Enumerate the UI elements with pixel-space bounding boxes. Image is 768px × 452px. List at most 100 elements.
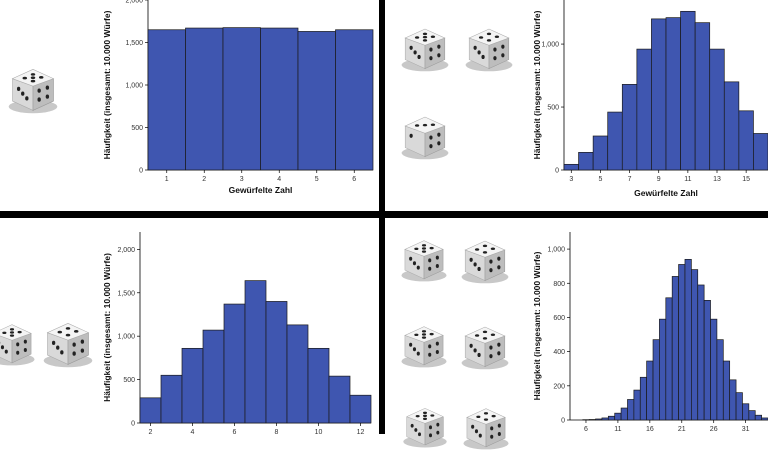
bar [182, 348, 203, 423]
bar [651, 19, 666, 170]
bar [724, 82, 739, 170]
y-tick-label: 500 [547, 105, 559, 112]
horizontal-divider [0, 211, 768, 218]
y-tick-label: 800 [553, 281, 565, 288]
bar [298, 31, 336, 170]
bar [203, 330, 224, 423]
x-tick-label: 1 [165, 176, 169, 183]
bar [224, 304, 245, 423]
bar [739, 111, 754, 170]
die-five-icon [398, 20, 452, 74]
x-tick-label: 6 [584, 426, 588, 433]
y-tick-label: 1,000 [541, 42, 559, 49]
x-tick-label: 21 [678, 426, 686, 433]
bar [589, 419, 595, 420]
bar [691, 270, 697, 420]
bar [679, 264, 685, 420]
x-tick-label: 2 [149, 429, 153, 434]
bar [659, 319, 665, 420]
x-tick-label: 3 [569, 176, 573, 183]
bar [161, 375, 182, 423]
x-tick-label: 2 [202, 176, 206, 183]
bar [266, 301, 287, 423]
bar [698, 285, 704, 420]
bar [755, 415, 761, 420]
x-tick-label: 26 [710, 426, 718, 433]
die-five-icon [0, 316, 38, 368]
x-tick-label: 31 [742, 426, 750, 433]
y-axis-label: Häufigkeit (insgesamt: 10.000 Würfe) [102, 253, 112, 402]
bar [615, 413, 621, 420]
bar [579, 152, 594, 170]
bar [736, 393, 742, 420]
bar [717, 340, 723, 420]
y-tick-label: 600 [553, 315, 565, 322]
x-axis-label: Gewürfelte Zahl [229, 185, 293, 195]
bar [695, 23, 710, 170]
x-tick-label: 10 [315, 429, 323, 434]
x-tick-label: 4 [191, 429, 195, 434]
x-tick-label: 8 [275, 429, 279, 434]
die-five-icon [398, 232, 450, 284]
bar [634, 390, 640, 420]
bar [329, 376, 350, 423]
y-tick-label: 200 [553, 383, 565, 390]
bar [653, 340, 659, 420]
y-tick-label: 500 [131, 125, 143, 132]
bar [742, 404, 748, 420]
bar [261, 28, 299, 170]
y-axis-label: Häufigkeit (insgesamt: 10.000 Würfe) [102, 10, 112, 159]
y-tick-label: 500 [123, 377, 135, 384]
bar [140, 398, 161, 423]
die-five-icon [400, 400, 450, 450]
bar [666, 298, 672, 420]
bar [608, 416, 614, 420]
x-tick-label: 4 [277, 176, 281, 183]
y-tick-label: 2,000 [125, 0, 143, 5]
y-tick-label: 1,500 [117, 290, 135, 297]
die-four-icon [462, 20, 516, 74]
y-tick-label: 400 [553, 349, 565, 356]
x-tick-label: 13 [713, 176, 721, 183]
bar [308, 348, 329, 423]
bar [704, 300, 710, 420]
x-tick-label: 3 [240, 176, 244, 183]
bar [723, 361, 729, 420]
bar [186, 28, 224, 170]
bar [223, 28, 261, 170]
die-five-icon [5, 60, 61, 116]
bar [681, 11, 696, 170]
x-tick-label: 11 [684, 176, 691, 183]
die-three-icon [398, 108, 452, 162]
y-tick-label: 0 [561, 418, 565, 425]
x-tick-label: 6 [233, 429, 237, 434]
bar [622, 84, 637, 170]
y-tick-label: 2,000 [117, 247, 135, 254]
y-tick-label: 1,000 [125, 83, 143, 90]
x-tick-label: 5 [598, 176, 602, 183]
bar [753, 133, 768, 170]
bar [685, 259, 691, 420]
x-tick-label: 9 [657, 176, 661, 183]
bar [640, 377, 646, 420]
x-tick-label: 12 [357, 429, 365, 434]
bar [666, 18, 681, 170]
y-tick-label: 1,500 [125, 40, 143, 47]
x-axis-label: Gewürfelte Zahl [634, 188, 698, 198]
die-four-icon [40, 314, 96, 370]
bar [593, 136, 608, 170]
bar [148, 30, 186, 170]
die-five-icon [398, 318, 450, 370]
bar [762, 418, 768, 420]
bar [637, 49, 652, 170]
bar [621, 408, 627, 420]
bar [350, 395, 371, 423]
bar [710, 49, 725, 170]
bar [564, 164, 579, 170]
bar [730, 380, 736, 420]
y-tick-label: 1,000 [547, 247, 565, 254]
y-tick-label: 0 [139, 168, 143, 175]
bar [596, 419, 602, 420]
die-four-icon [458, 232, 512, 286]
